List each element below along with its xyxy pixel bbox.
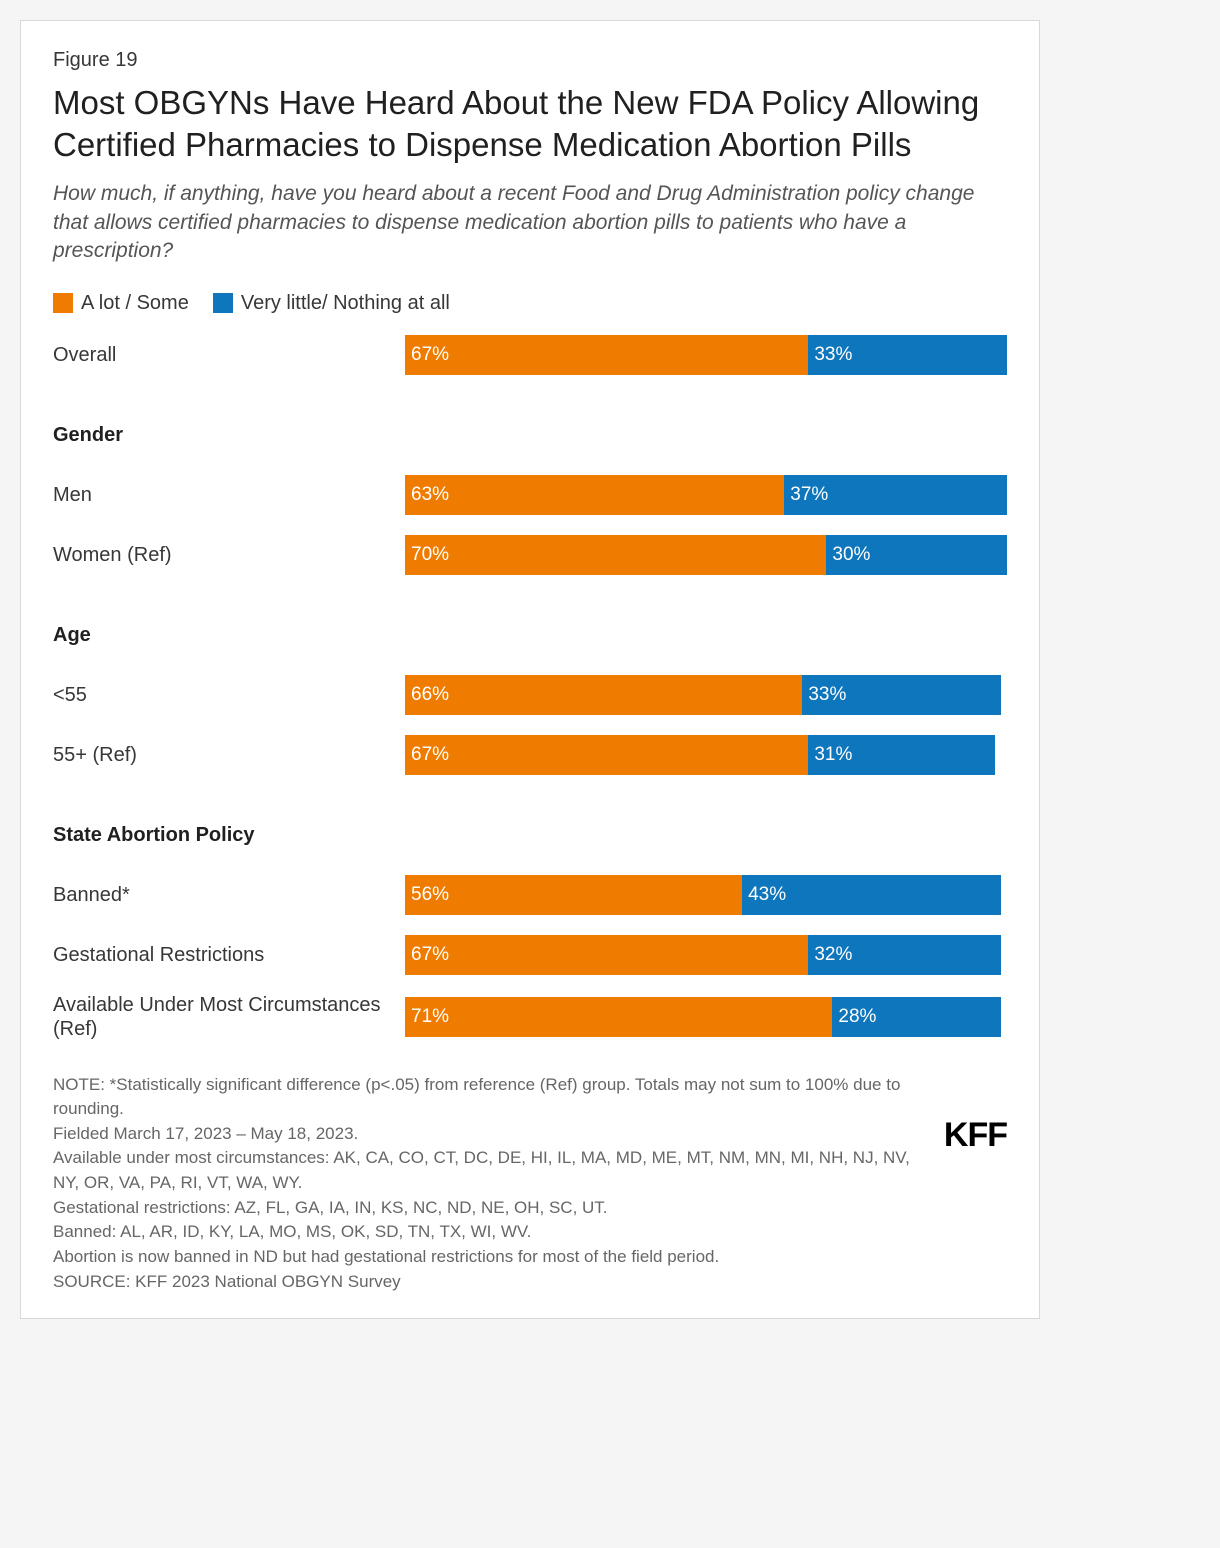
bar-segment-b: 28%	[832, 997, 1001, 1037]
bar-value-a: 67%	[411, 344, 449, 366]
bar-track: 67% 33%	[405, 335, 1007, 375]
group-header: State Abortion Policy	[53, 813, 1007, 857]
row-label: Men	[53, 483, 405, 507]
legend-label-a: A lot / Some	[81, 292, 189, 315]
bar-segment-a: 63%	[405, 475, 784, 515]
bar-track: 67% 32%	[405, 935, 1007, 975]
bar-segment-b: 32%	[808, 935, 1001, 975]
group-header-label: Gender	[53, 423, 405, 447]
bar-value-a: 67%	[411, 744, 449, 766]
legend-swatch-a	[53, 293, 73, 313]
bar-segment-a: 71%	[405, 997, 832, 1037]
bar-track: 70% 30%	[405, 535, 1007, 575]
chart-title: Most OBGYNs Have Heard About the New FDA…	[53, 82, 1007, 166]
legend-item-b: Very little/ Nothing at all	[213, 292, 450, 315]
legend: A lot / Some Very little/ Nothing at all	[53, 292, 1007, 315]
group-spacer	[53, 793, 1007, 813]
bar-segment-b: 33%	[808, 335, 1007, 375]
bar-track: 66% 33%	[405, 675, 1007, 715]
row-label: Overall	[53, 343, 405, 367]
bar-segment-b: 37%	[784, 475, 1007, 515]
bar-segment-a: 66%	[405, 675, 802, 715]
legend-label-b: Very little/ Nothing at all	[241, 292, 450, 315]
bar-segment-b: 31%	[808, 735, 995, 775]
note-line: NOTE: *Statistically significant differe…	[53, 1073, 917, 1122]
data-row: Women (Ref) 70% 30%	[53, 533, 1007, 577]
data-row: <55 66% 33%	[53, 673, 1007, 717]
bar-segment-a: 70%	[405, 535, 826, 575]
bar-track: 56% 43%	[405, 875, 1007, 915]
legend-swatch-b	[213, 293, 233, 313]
row-label: <55	[53, 683, 405, 707]
group-header-label: State Abortion Policy	[53, 823, 405, 847]
group-spacer	[53, 393, 1007, 413]
data-row: 55+ (Ref) 67% 31%	[53, 733, 1007, 777]
bar-value-b: 33%	[808, 684, 846, 706]
bar-value-a: 66%	[411, 684, 449, 706]
chart-subtitle: How much, if anything, have you heard ab…	[53, 180, 1007, 265]
group-header-label: Age	[53, 623, 405, 647]
bar-value-b: 43%	[748, 884, 786, 906]
note-line: SOURCE: KFF 2023 National OBGYN Survey	[53, 1270, 917, 1295]
bar-segment-b: 43%	[742, 875, 1001, 915]
data-row: Overall 67% 33%	[53, 333, 1007, 377]
bar-segment-a: 56%	[405, 875, 742, 915]
bar-segment-b: 30%	[826, 535, 1007, 575]
bar-track: 63% 37%	[405, 475, 1007, 515]
row-label: Available Under Most Circumstances (Ref)	[53, 993, 405, 1041]
bar-value-b: 32%	[814, 944, 852, 966]
note-line: Fielded March 17, 2023 – May 18, 2023.	[53, 1122, 917, 1147]
bar-track: 67% 31%	[405, 735, 1007, 775]
row-label: Banned*	[53, 883, 405, 907]
note-line: Banned: AL, AR, ID, KY, LA, MO, MS, OK, …	[53, 1220, 917, 1245]
data-row: Available Under Most Circumstances (Ref)…	[53, 993, 1007, 1041]
note-line: Abortion is now banned in ND but had ges…	[53, 1245, 917, 1270]
legend-item-a: A lot / Some	[53, 292, 189, 315]
bar-value-b: 28%	[838, 1006, 876, 1028]
row-label: 55+ (Ref)	[53, 743, 405, 767]
bar-track: 71% 28%	[405, 997, 1007, 1037]
group-header: Gender	[53, 413, 1007, 457]
group-header: Age	[53, 613, 1007, 657]
bar-value-a: 56%	[411, 884, 449, 906]
note-line: Gestational restrictions: AZ, FL, GA, IA…	[53, 1196, 917, 1221]
bar-value-a: 63%	[411, 484, 449, 506]
note-line: Available under most circumstances: AK, …	[53, 1146, 917, 1195]
data-row: Men 63% 37%	[53, 473, 1007, 517]
bar-value-a: 71%	[411, 1006, 449, 1028]
bar-segment-b: 33%	[802, 675, 1001, 715]
bar-value-a: 70%	[411, 544, 449, 566]
rows-area: Overall67%33%GenderMen63%37%Women (Ref)7…	[53, 333, 1007, 1057]
bar-value-a: 67%	[411, 944, 449, 966]
notes-block: KFF NOTE: *Statistically significant dif…	[53, 1073, 1007, 1295]
bar-segment-a: 67%	[405, 935, 808, 975]
data-row: Gestational Restrictions 67% 32%	[53, 933, 1007, 977]
row-label: Women (Ref)	[53, 543, 405, 567]
chart-container: Figure 19 Most OBGYNs Have Heard About t…	[20, 20, 1040, 1319]
bar-value-b: 37%	[790, 484, 828, 506]
data-row: Banned* 56% 43%	[53, 873, 1007, 917]
bar-value-b: 33%	[814, 344, 852, 366]
kff-logo: KFF	[944, 1111, 1007, 1160]
figure-label: Figure 19	[53, 49, 1007, 72]
bar-value-b: 30%	[832, 544, 870, 566]
bar-segment-a: 67%	[405, 335, 808, 375]
row-label: Gestational Restrictions	[53, 943, 405, 967]
group-spacer	[53, 593, 1007, 613]
bar-value-b: 31%	[814, 744, 852, 766]
bar-segment-a: 67%	[405, 735, 808, 775]
